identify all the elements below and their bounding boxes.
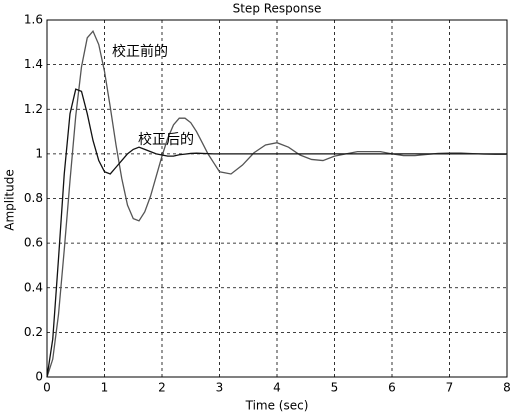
- x-tick-label: 0: [43, 381, 51, 395]
- plot-frame: [46, 19, 508, 378]
- x-tick-label: 4: [273, 381, 281, 395]
- y-axis-label: Amplitude: [3, 169, 17, 231]
- y-tick-label: 1.6: [24, 13, 43, 27]
- x-tick-label: 1: [101, 381, 109, 395]
- y-tick-label: 0.8: [24, 191, 43, 205]
- y-tick-label: 0.6: [24, 236, 43, 250]
- y-tick-label: 1.4: [24, 57, 43, 71]
- y-tick-label: 0.4: [24, 280, 43, 294]
- y-tick-label: 0.2: [24, 325, 43, 339]
- y-tick-label: 0: [35, 370, 43, 384]
- series-line: [46, 29, 507, 378]
- x-tick-label: 2: [158, 381, 166, 395]
- x-tick-label: 6: [388, 381, 396, 395]
- y-tick-label: 1: [35, 146, 43, 160]
- x-axis-label: Time (sec): [245, 399, 309, 413]
- series-label: 校正后的: [138, 131, 194, 148]
- x-tick-label: 5: [331, 381, 339, 395]
- series-line: [46, 88, 507, 378]
- x-tick-label: 7: [446, 381, 454, 395]
- y-tick-label: 1.2: [24, 102, 43, 116]
- x-tick-label: 8: [503, 381, 511, 395]
- series-label: 校正前的: [112, 43, 168, 60]
- chart-title: Step Response: [233, 2, 322, 16]
- x-tick-label: 3: [216, 381, 224, 395]
